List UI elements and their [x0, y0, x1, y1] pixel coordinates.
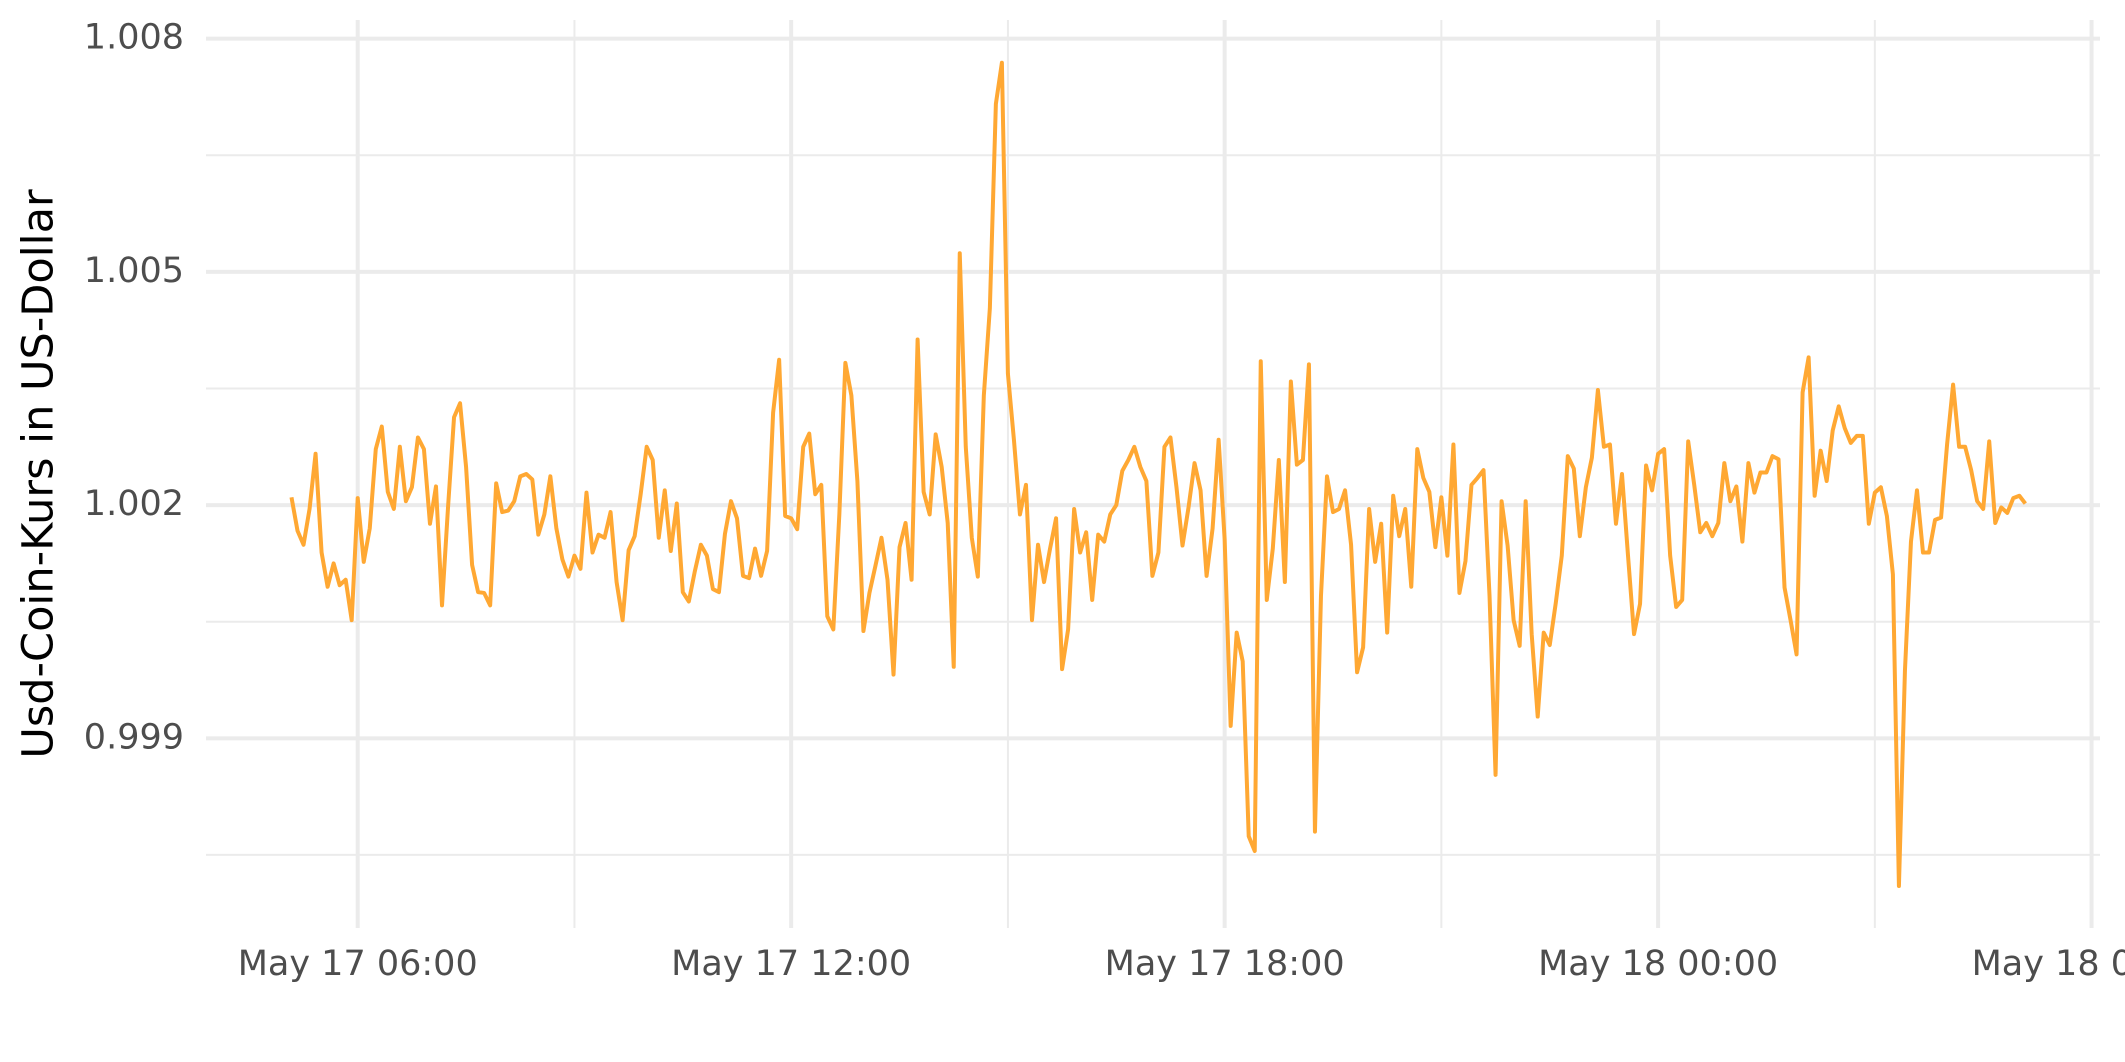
y-tick-label: 1.008 [84, 18, 184, 58]
marks [289, 60, 2027, 889]
x-tick-label: May 17 06:00 [238, 944, 478, 984]
y-axis-title: Usd-Coin-Kurs in US-Dollar [14, 189, 64, 759]
labels: 0.999 1.002 1.005 1.008 May 17 06:00 May 17 1… [84, 18, 2125, 984]
x-tick-label: May 18 00:00 [1538, 944, 1778, 984]
y-tick-label: 1.005 [84, 251, 184, 291]
grid [206, 20, 2100, 928]
x-tick-label: May 17 12:00 [671, 944, 911, 984]
y-tick-label: 1.002 [84, 484, 184, 524]
price-line [289, 60, 2027, 889]
y-tick-label: 0.999 [84, 717, 184, 757]
x-tick-label: May 17 18:00 [1105, 944, 1345, 984]
x-tick-label: May 18 06:00 [1972, 944, 2125, 984]
